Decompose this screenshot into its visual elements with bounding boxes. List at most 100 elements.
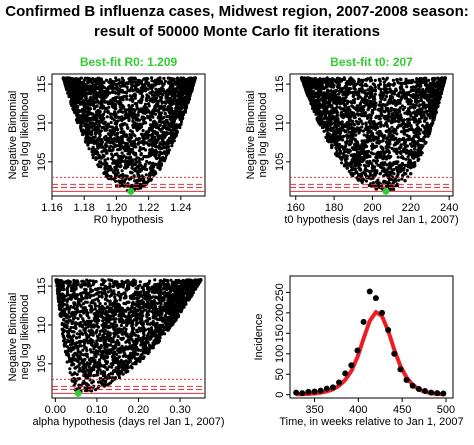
scatter-point (113, 169, 117, 173)
scatter-point (415, 108, 419, 113)
scatter-point (114, 91, 118, 95)
scatter-point (420, 151, 424, 155)
scatter-point (137, 127, 141, 131)
scatter-point (91, 90, 95, 94)
scatter-point (359, 168, 363, 172)
scatter-point (128, 80, 132, 84)
scatter-point (100, 83, 104, 87)
scatter-point (70, 77, 74, 81)
scatter-point (382, 179, 386, 183)
scatter-point (77, 90, 81, 94)
scatter-point (111, 104, 115, 109)
scatter-point (177, 94, 181, 98)
scatter-point (353, 137, 357, 142)
scatter-point (106, 167, 110, 171)
scatter-point (411, 103, 415, 107)
scatter-point (339, 126, 343, 130)
scatter-point (322, 129, 326, 133)
scatter-point (357, 77, 361, 81)
scatter-point (149, 178, 153, 182)
scatter-point (347, 91, 351, 95)
scatter-point (162, 140, 166, 144)
scatter-point (120, 145, 124, 149)
scatter-point (77, 94, 82, 98)
scatter-point (86, 105, 90, 109)
scatter-point (406, 149, 411, 154)
scatter-point (417, 157, 421, 161)
scatter-point (373, 78, 377, 82)
scatter-point (383, 103, 387, 107)
scatter-point (77, 120, 81, 124)
plot-frame (51, 73, 206, 197)
scatter-point (99, 145, 103, 149)
scatter-point (113, 166, 117, 170)
scatter-point (81, 121, 85, 125)
scatter-point (72, 85, 76, 89)
scatter-point (380, 91, 384, 95)
scatter-point (405, 125, 409, 129)
scatter-point (156, 134, 160, 138)
scatter-point (96, 127, 100, 131)
scatter-point (390, 117, 394, 121)
scatter-point (395, 166, 399, 170)
scatter-point (139, 81, 143, 85)
scatter-point (169, 85, 173, 89)
scatter-point (88, 78, 92, 83)
scatter-point (338, 98, 343, 102)
scatter-point (139, 98, 143, 102)
scatter-point (412, 118, 416, 122)
scatter-point (343, 90, 347, 94)
scatter-point (360, 99, 364, 103)
scatter-point (101, 104, 105, 108)
scatter-point (107, 165, 111, 169)
scatter-point (114, 113, 118, 117)
scatter-point (424, 94, 428, 99)
scatter-point (78, 80, 82, 85)
y-tick-label: 110 (36, 114, 48, 132)
scatter-point (101, 162, 105, 166)
scatter-point (150, 76, 154, 80)
scatter-point (371, 111, 375, 115)
scatter-point (158, 90, 162, 95)
scatter-point (395, 78, 399, 82)
y-tick-label: 115 (274, 75, 286, 93)
scatter-point (417, 126, 421, 130)
scatter-point (325, 85, 329, 89)
scatter-point (437, 101, 441, 105)
scatter-point (319, 118, 324, 122)
scatter-point (345, 86, 349, 91)
scatter-point (129, 155, 133, 159)
scatter-point (429, 127, 433, 131)
scatter-point (105, 126, 109, 130)
scatter-point (415, 77, 419, 81)
scatter-point (350, 100, 354, 105)
scatter-point (425, 98, 429, 102)
scatter-point (161, 155, 165, 159)
scatter-point (408, 102, 412, 106)
scatter-point (109, 120, 113, 125)
scatter-point (136, 174, 140, 178)
scatter-point (381, 139, 385, 143)
scatter-point (365, 160, 370, 164)
scatter-point (184, 99, 188, 103)
scatter-point (398, 114, 403, 118)
scatter-point (113, 173, 117, 177)
scatter-point (66, 84, 70, 88)
scatter-point (341, 124, 345, 128)
scatter-point (92, 100, 96, 105)
scatter-point (125, 94, 129, 98)
scatter-point (89, 132, 93, 137)
scatter-point (143, 162, 147, 167)
scatter-point (342, 102, 346, 106)
figure-title-line-1: Confirmed B influenza cases, Midwest reg… (5, 3, 469, 20)
scatter-point (357, 152, 361, 156)
scatter-point (403, 163, 407, 167)
scatter-point (425, 125, 429, 130)
scatter-point (136, 142, 140, 146)
scatter-point (114, 115, 118, 119)
scatter-point (158, 166, 162, 171)
scatter-point (114, 76, 118, 80)
scatter-point (436, 84, 440, 88)
scatter-point (345, 121, 349, 125)
